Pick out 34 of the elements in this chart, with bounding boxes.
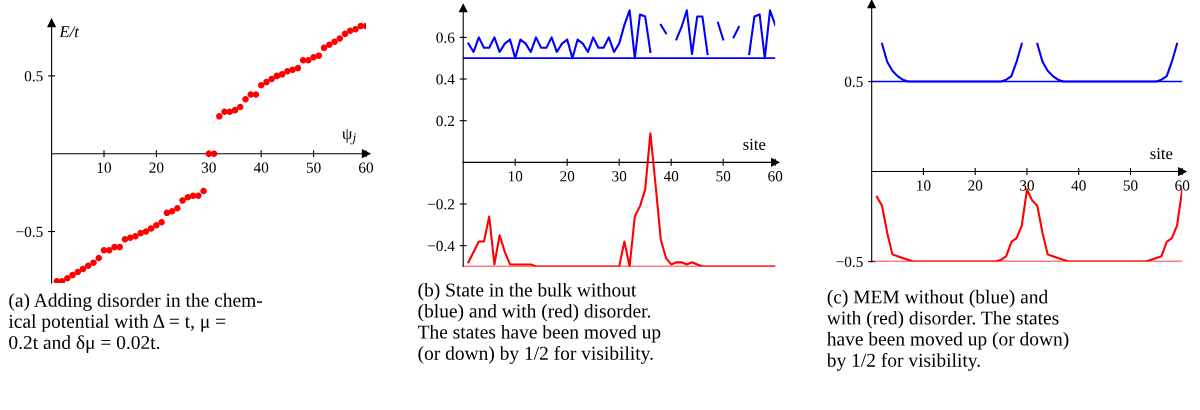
text: (b) State in the bulk without (blue) and with (red) disorder. The states have been moved up (or down) by 1/2 for visibility. <box>417 282 661 364</box>
x-axis-title: site <box>1150 147 1173 160</box>
x-tick-label: 40 <box>1071 180 1086 191</box>
x-tick-label: 20 <box>968 180 983 191</box>
x-tick-label: 50 <box>306 162 321 173</box>
y-tick-label: 0.6 <box>436 32 455 43</box>
x-tick-label: 60 <box>359 162 374 173</box>
x-tick-label: 30 <box>201 162 216 173</box>
y-tick-label: 0.5 <box>24 71 43 82</box>
x-tick-label: 50 <box>1123 180 1138 191</box>
text: (c) MEM without (blue) and with (red) disorder. The states have been moved up (or down) by 1/2 for visibility. <box>826 289 1069 371</box>
y-tick-label: −0.5 <box>16 226 43 238</box>
x-tick-label: 60 <box>1175 180 1190 191</box>
x-tick-label: 30 <box>1020 180 1035 191</box>
y-tick-label: −0.4 <box>427 240 455 252</box>
x-axis-title: ψ$_{j}$ <box>342 129 356 145</box>
x-tick-label: 10 <box>508 171 523 182</box>
x-tick-label: 20 <box>560 171 575 182</box>
y-tick-label: −0.2 <box>427 199 455 210</box>
x-tick-label: 10 <box>917 180 931 191</box>
x-tick-label: 40 <box>663 171 679 182</box>
text: (a) Adding disorder in the chem- ical potential with Δ = t, μ = 0.2t and δμ = 0.02t. <box>8 293 263 354</box>
x-tick-label: 50 <box>716 171 731 182</box>
x-tick-label: 40 <box>253 162 269 173</box>
x-tick-label: 30 <box>612 171 627 182</box>
y-tick-label: 0.2 <box>436 115 455 127</box>
x-axis-title: site <box>743 138 766 150</box>
y-tick-label: 0.4 <box>436 74 455 85</box>
y-tick-label: −0.5 <box>836 256 863 268</box>
x-tick-label: 20 <box>149 162 164 173</box>
x-tick-label: 10 <box>97 162 112 173</box>
y-axis-title: E/t <box>59 26 80 38</box>
y-tick-label: 0.5 <box>844 76 863 88</box>
x-tick-label: 60 <box>768 171 783 182</box>
